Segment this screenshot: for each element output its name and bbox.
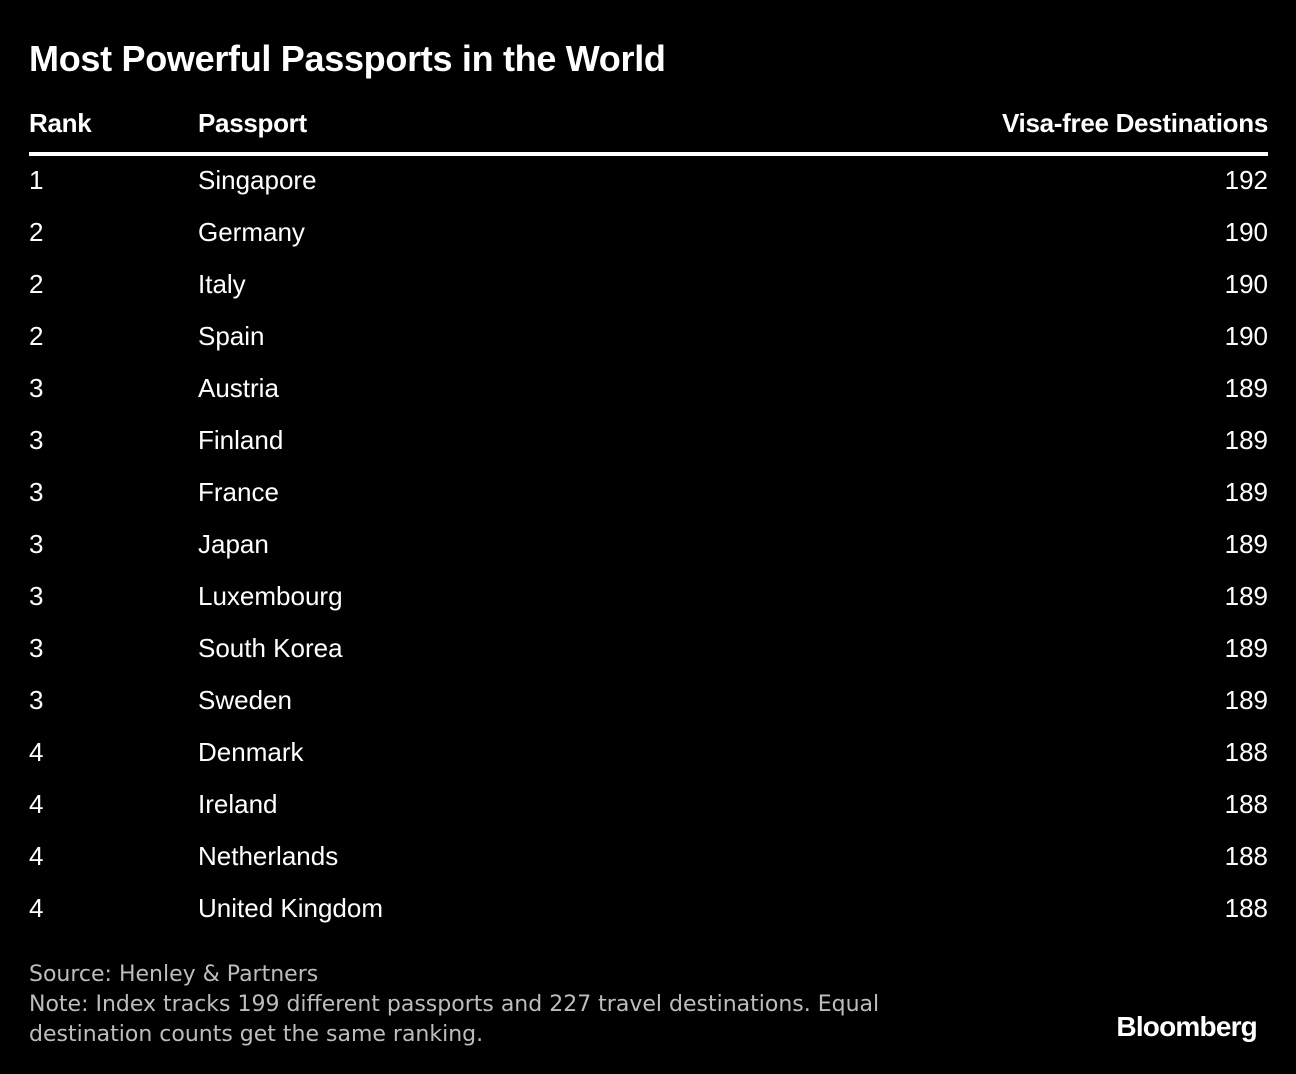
passport-cell: South Korea	[198, 633, 343, 663]
visa-free-cell: 190	[1224, 217, 1268, 247]
table-body: 1 Singapore 192 2 Germany 190 2 Italy 190 2 Spain 1…	[29, 156, 1268, 936]
visa-free-cell: 189	[1224, 685, 1268, 715]
passport-cell: Spain	[198, 321, 265, 351]
table-row: 4 Ireland 188	[29, 780, 1268, 832]
visa-free-cell: 189	[1224, 581, 1268, 611]
table-row: 4 Netherlands 188	[29, 832, 1268, 884]
visa-free-cell: 189	[1224, 373, 1268, 403]
header-passport: Passport	[198, 108, 307, 138]
rank-cell: 2	[29, 321, 44, 351]
passport-cell: Japan	[198, 529, 269, 559]
rank-cell: 4	[29, 737, 44, 767]
passport-cell: United Kingdom	[198, 893, 383, 923]
visa-free-cell: 188	[1224, 737, 1268, 767]
passport-cell: Ireland	[198, 789, 278, 819]
passport-cell: Finland	[198, 425, 284, 455]
rank-cell: 4	[29, 789, 44, 819]
table-row: 1 Singapore 192	[29, 156, 1268, 208]
rank-cell: 3	[29, 373, 44, 403]
visa-free-cell: 190	[1224, 269, 1268, 299]
table-row: 3 France 189	[29, 468, 1268, 520]
header-visa-free-destinations: Visa-free Destinations	[1001, 108, 1268, 138]
chart-title: Most Powerful Passports in the World	[29, 38, 666, 79]
source-note: Source: Henley & Partners	[29, 962, 319, 987]
table-row: 2 Spain 190	[29, 312, 1268, 364]
table-row: 2 Italy 190	[29, 260, 1268, 312]
footnotes: Source: Henley & Partners Note: Index tr…	[29, 960, 969, 1050]
visa-free-cell: 188	[1224, 893, 1268, 923]
passport-cell: France	[198, 477, 279, 507]
passport-cell: Sweden	[198, 685, 292, 715]
visa-free-cell: 189	[1224, 477, 1268, 507]
rank-cell: 3	[29, 425, 44, 455]
rank-cell: 3	[29, 685, 44, 715]
rank-cell: 2	[29, 269, 44, 299]
passport-cell: Germany	[198, 217, 305, 247]
visa-free-cell: 188	[1224, 841, 1268, 871]
passport-cell: Austria	[198, 373, 279, 403]
passport-table: Rank Passport Visa-free Destinations 1 Si…	[29, 104, 1268, 936]
rank-cell: 4	[29, 893, 44, 923]
passport-cell: Luxembourg	[198, 581, 343, 611]
rank-cell: 2	[29, 217, 44, 247]
rank-cell: 3	[29, 529, 44, 559]
rank-cell: 3	[29, 581, 44, 611]
passport-cell: Netherlands	[198, 841, 339, 871]
header-rank: Rank	[29, 108, 92, 138]
rank-cell: 3	[29, 633, 44, 663]
table-row: 3 Luxembourg 189	[29, 572, 1268, 624]
table-row: 3 Japan 189	[29, 520, 1268, 572]
rank-cell: 4	[29, 841, 44, 871]
table-row: 3 Sweden 189	[29, 676, 1268, 728]
table-row: 3 Finland 189	[29, 416, 1268, 468]
rank-cell: 1	[29, 165, 44, 195]
visa-free-cell: 188	[1224, 789, 1268, 819]
bloomberg-logo: Bloomberg	[1116, 1011, 1257, 1042]
table-row: 3 Austria 189	[29, 364, 1268, 416]
visa-free-cell: 189	[1224, 425, 1268, 455]
visa-free-cell: 189	[1224, 633, 1268, 663]
table-row: 4 Denmark 188	[29, 728, 1268, 780]
table-row: 3 South Korea 189	[29, 624, 1268, 676]
table-header: Rank Passport Visa-free Destinations	[29, 104, 1268, 156]
visa-free-cell: 190	[1224, 321, 1268, 351]
passport-cell: Denmark	[198, 737, 304, 767]
table-row: 4 United Kingdom 188	[29, 884, 1268, 936]
methodology-note: Note: Index tracks 199 different passpor…	[29, 992, 880, 1047]
visa-free-cell: 192	[1224, 165, 1268, 195]
rank-cell: 3	[29, 477, 44, 507]
visa-free-cell: 189	[1224, 529, 1268, 559]
passport-cell: Italy	[198, 269, 246, 299]
table-row: 2 Germany 190	[29, 208, 1268, 260]
passport-cell: Singapore	[198, 165, 317, 195]
